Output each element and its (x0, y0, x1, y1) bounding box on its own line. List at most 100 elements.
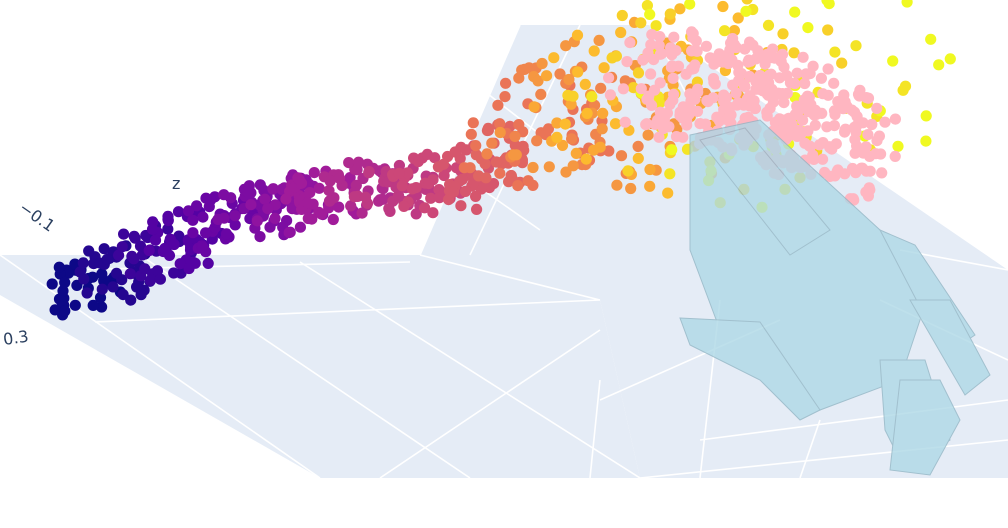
scatter-point (220, 228, 233, 240)
scatter-point (254, 179, 266, 191)
scatter-point (200, 192, 212, 204)
scatter-point (183, 262, 195, 275)
scatter-point (567, 90, 579, 102)
scatter-point (621, 56, 633, 68)
scatter-point (522, 175, 534, 187)
scatter-point (53, 261, 65, 273)
scatter-point (324, 175, 336, 187)
scatter-point (672, 60, 685, 72)
scatter-point (481, 148, 493, 160)
scatter-point (681, 115, 693, 127)
scatter-point (494, 118, 506, 130)
scatter-point (345, 200, 357, 212)
scatter-point (83, 245, 95, 257)
scatter-point (786, 118, 798, 130)
scatter-point (429, 152, 441, 164)
scatter-point (892, 140, 904, 152)
scatter-point (616, 9, 628, 22)
scatter-point (449, 146, 461, 158)
scatter-point (139, 263, 151, 275)
scatter-point (920, 110, 932, 122)
scatter-point (648, 54, 660, 66)
scatter-point (848, 121, 861, 133)
scatter-point (531, 135, 543, 147)
scatter-point (853, 89, 865, 102)
scatter-point (791, 100, 803, 112)
scatter-point (789, 108, 802, 120)
scatter-point (598, 62, 610, 74)
scatter-point (470, 190, 482, 202)
scatter-point (711, 111, 723, 123)
scatter-point (761, 48, 773, 61)
scatter-point (727, 79, 739, 91)
scatter-point (302, 197, 314, 209)
scatter-point (920, 135, 932, 147)
scatter-point (458, 162, 470, 174)
scatter-point (593, 34, 605, 47)
scatter-point (500, 77, 512, 89)
scatter-point (143, 244, 155, 257)
hand-mesh[interactable] (679, 119, 991, 476)
scatter-point (487, 178, 500, 190)
scatter-point (229, 210, 241, 222)
scatter-point (778, 61, 790, 73)
scatter-point (799, 77, 811, 90)
scatter-point (742, 111, 754, 123)
scatter-point (353, 156, 365, 168)
scatter-point (704, 52, 716, 64)
scatter-point (536, 57, 548, 70)
scatter-point (212, 213, 224, 225)
scatter-point (259, 193, 271, 205)
scatter-point (632, 140, 644, 152)
scatter-point (241, 185, 253, 197)
scatter-point (789, 6, 801, 18)
scatter-point (535, 88, 547, 100)
scatter-point (98, 243, 110, 255)
scatter-point (718, 89, 730, 101)
scatter-point (254, 231, 266, 243)
scatter-point (304, 187, 316, 199)
scatter-point (333, 172, 346, 184)
scatter-point (617, 83, 630, 95)
scatter-point (740, 5, 752, 17)
scatter-point (743, 54, 755, 66)
scatter-point (597, 107, 609, 119)
scatter-point (632, 152, 644, 164)
scatter-point (87, 271, 99, 283)
scatter-point (480, 172, 492, 184)
scatter-point (836, 57, 848, 69)
scatter-point (269, 212, 281, 224)
scatter-point (815, 72, 828, 84)
scatter-point (87, 299, 99, 311)
scatter-point (687, 27, 699, 40)
scatter-point (101, 253, 113, 265)
scatter-point (809, 104, 821, 116)
scatter-point (134, 240, 147, 252)
scatter-point (642, 129, 654, 141)
scatter-point (377, 193, 389, 205)
scatter-point (580, 153, 592, 165)
scatter-point (713, 48, 725, 60)
scatter-point (707, 73, 720, 85)
scatter-point (664, 8, 676, 20)
scatter-point (94, 292, 107, 304)
thumb (679, 317, 821, 421)
scatter-point (541, 70, 553, 82)
floor-plane (0, 255, 640, 478)
scatter-point (822, 89, 834, 101)
scatter-point (653, 131, 665, 143)
scatter-point (425, 192, 437, 204)
scatter-point (791, 130, 803, 142)
scatter-point (595, 82, 607, 94)
scatter-point (324, 195, 336, 207)
scatter-point (817, 137, 829, 149)
scatter-point (412, 155, 424, 168)
scatter-point (850, 40, 862, 52)
scatter-point (832, 96, 844, 108)
scatter-point (635, 83, 647, 95)
scatter-point (641, 0, 653, 12)
scatter-point (118, 228, 130, 240)
scatter-point (402, 167, 414, 179)
scatter-point (851, 110, 863, 123)
